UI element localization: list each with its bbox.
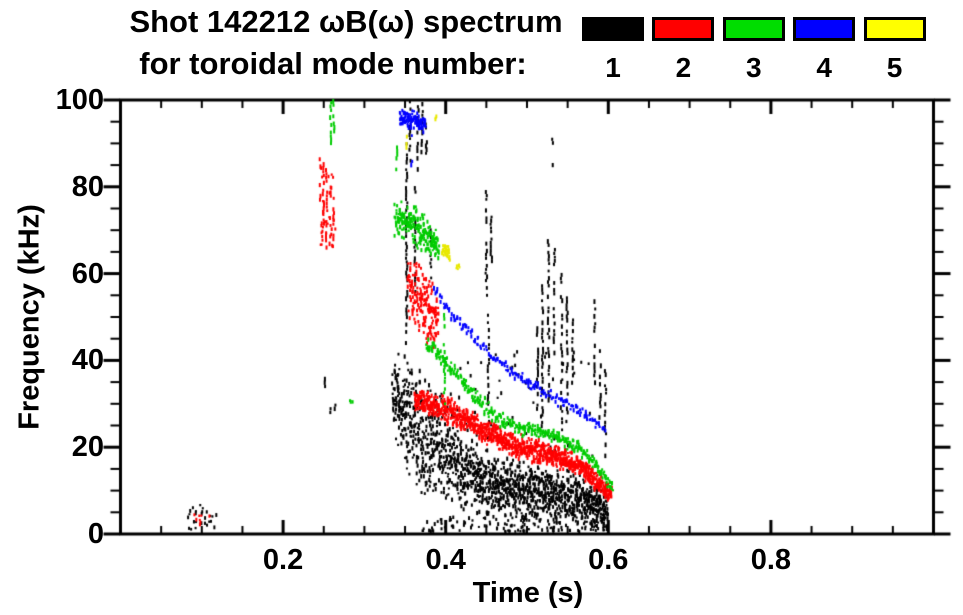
legend-swatch-4 (793, 17, 856, 41)
legend-swatch-2 (652, 17, 715, 41)
y-tick-label: 0 (87, 518, 104, 550)
x-tick-label: 0.6 (588, 544, 629, 576)
x-tick-label: 0.2 (262, 544, 304, 576)
chart-title-line1: Shot 142212 ωB(ω) spectrum (129, 4, 563, 39)
y-tick-label: 40 (71, 344, 104, 377)
y-tick-label: 20 (71, 431, 104, 464)
y-tick-label: 60 (71, 257, 104, 290)
y-axis-title: Frequency (kHz) (13, 204, 46, 430)
legend-swatch-1 (582, 17, 644, 41)
x-axis-title: Time (s) (472, 577, 584, 609)
legend-label-3: 3 (746, 52, 762, 83)
legend-swatch-3 (722, 17, 785, 41)
legend-label-5: 5 (886, 52, 903, 83)
legend-label-4: 4 (816, 52, 832, 83)
y-tick-label: 80 (71, 170, 104, 203)
y-tick-label: 100 (55, 84, 104, 116)
legend-label-1: 1 (605, 52, 621, 83)
chart-title-line2: for toroidal mode number: (139, 46, 527, 81)
x-tick-label: 0.8 (750, 544, 792, 576)
legend-swatch-5 (863, 17, 926, 41)
legend-label-2: 2 (675, 52, 692, 83)
x-tick-label: 0.4 (425, 544, 466, 576)
